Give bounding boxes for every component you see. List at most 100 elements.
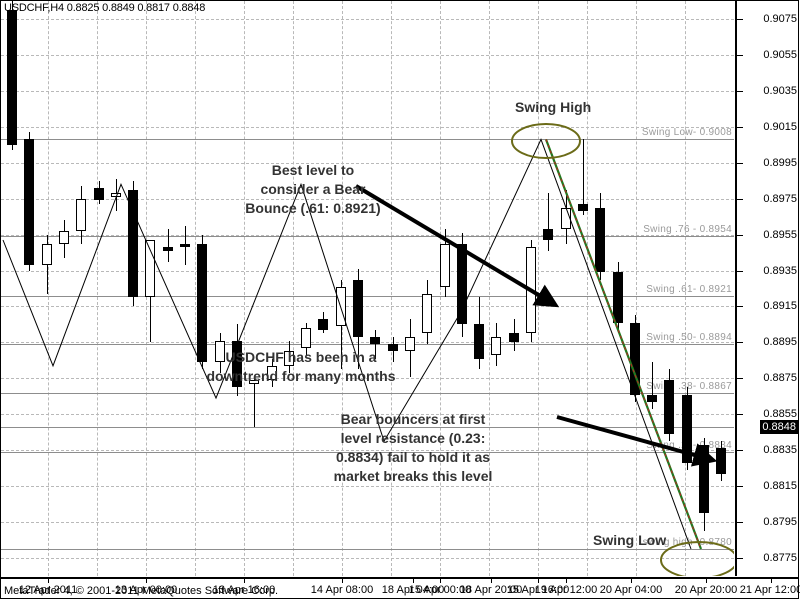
grid-line-vertical [195,1,196,576]
candlestick [93,1,104,576]
time-axis-label: 13 Apr 00:00 [114,584,178,596]
candlestick [162,1,173,576]
candle-body [664,380,675,435]
candle-body [647,394,658,402]
time-axis[interactable]: 12 Apr 2011 13 Apr 00:00 13 Apr 16:00 14 Ap… [1,577,800,599]
candlestick [7,1,17,576]
price-axis-label: 0.9075 [763,12,797,25]
candlestick [456,1,467,576]
time-axis-label: 20 Apr 04:00 [599,584,663,596]
candlestick [404,1,415,576]
candle-body [41,243,52,266]
grid-line-horizontal [1,18,734,20]
candlestick [145,1,156,576]
candle-body [7,9,17,145]
price-tick [737,18,743,20]
price-tick [737,558,743,560]
price-tick [737,270,743,272]
time-tick [566,579,567,583]
candle-body [128,189,139,298]
candlestick [128,1,139,576]
candle-body [577,204,588,212]
candle-body [612,272,623,323]
candlestick [335,1,346,576]
candle-body [335,286,346,327]
candlestick [266,1,277,576]
time-tick [491,579,492,583]
price-axis-label: 0.8915 [763,300,797,313]
candle-body [491,337,502,355]
swing-low-label: Swing Low [593,532,667,548]
price-axis-label: 0.8975 [763,192,797,205]
candlestick [353,1,363,576]
candle-body [699,444,709,514]
candlestick [560,1,571,576]
candlestick [543,1,554,576]
price-tick [737,306,743,308]
chart-plot-area[interactable]: Swing Low- 0.9008 Swing .76 - 0.8954 Swing… [1,1,734,576]
time-tick [342,579,343,583]
time-axis-label: 12 Apr 2011 [18,584,78,596]
candle-wick [548,193,550,251]
candle-body [439,243,450,287]
price-axis-label: 0.8855 [763,408,797,421]
grid-line-horizontal [1,54,734,56]
time-axis-label: 13 Apr 16:00 [212,584,276,596]
grid-line-horizontal [1,558,734,560]
candlestick [716,1,727,576]
price-tick [737,90,743,92]
swing-high-label: Swing High [515,99,592,115]
candle-body [58,231,69,244]
candle-body [162,247,173,251]
candle-body [197,243,208,363]
price-axis-label: 0.8835 [763,444,797,457]
candlestick [283,1,294,576]
price-axis-label: 0.8875 [763,372,797,385]
grid-line-vertical [489,1,490,576]
grid-line-vertical [538,1,539,576]
candlestick [664,1,675,576]
candlestick [681,1,692,576]
price-tick [737,450,743,452]
candle-body [526,247,536,334]
price-tick [737,378,743,380]
grid-line-horizontal [1,126,734,128]
candle-body [180,243,190,248]
candlestick [699,1,709,576]
time-tick [146,579,147,583]
price-axis-label: 0.9035 [763,84,797,97]
copyright-footer: MetaTrader 4, © 2001-2011 MetaQuotes Sof… [4,585,279,597]
candle-body [595,207,606,273]
price-axis-label: 0.9015 [763,120,797,133]
candlestick [301,1,312,576]
time-tick [706,579,707,583]
candlestick [180,1,190,576]
candlestick [508,1,519,576]
candlestick [110,1,121,576]
candle-body [508,333,519,343]
price-axis-label: 0.8955 [763,228,797,241]
time-axis-label: 15 Apr 16:00 [506,584,570,596]
candlestick [231,1,242,576]
candlestick [58,1,69,576]
time-tick [48,579,49,583]
candlestick [76,1,87,576]
candle-body [629,322,640,395]
price-axis-label: 0.8895 [763,336,797,349]
candle-body [145,239,156,298]
candle-body [76,198,87,231]
grid-line-vertical [244,1,245,576]
candlestick [387,1,398,576]
candlestick [197,1,208,576]
grid-line-horizontal [1,90,734,92]
time-tick [631,579,632,583]
bear-bouncers-note: Bear bouncers at first level resistance … [333,411,493,484]
price-axis-label: 0.8935 [763,264,797,277]
price-axis[interactable]: 0.9075 0.9055 0.9035 0.9015 0.8995 0.8975 0.89… [735,1,799,576]
candle-body [370,337,381,345]
candle-body [474,324,485,359]
bear-bounce-note: Best level to consider a Bear Bounce (.6… [245,162,381,216]
candle-body [422,293,433,334]
